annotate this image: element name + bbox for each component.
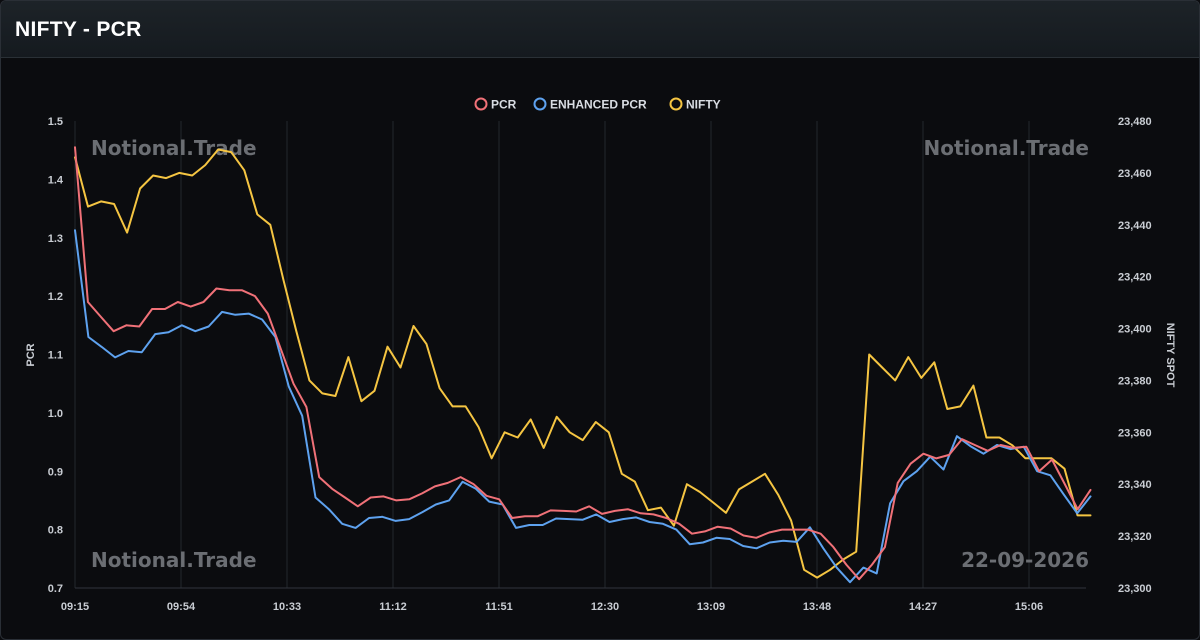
x-tick-label: 13:09 <box>697 601 725 613</box>
y-tick-label: 0.9 <box>48 466 63 478</box>
x-tick-label: 15:06 <box>1015 601 1043 613</box>
watermarks: Notional.Trade Notional.Trade Notional.T… <box>91 136 1089 572</box>
y-tick-label: 1.1 <box>48 350 63 362</box>
y2-tick-label: 23,480 <box>1118 116 1152 128</box>
x-tick-label: 09:54 <box>167 601 196 613</box>
series-line-pcr <box>74 146 1092 581</box>
panel-header: NIFTY - PCR <box>1 1 1199 58</box>
series-line-nifty <box>74 148 1092 579</box>
series <box>74 146 1092 584</box>
page-title: NIFTY - PCR <box>15 18 142 41</box>
y2-tick-label: 23,360 <box>1118 427 1152 439</box>
grid <box>74 121 1086 589</box>
watermark-bottom-left: Notional.Trade <box>91 548 257 572</box>
y2-tick-label: 23,300 <box>1118 583 1152 595</box>
y2-tick-label: 23,340 <box>1118 479 1152 491</box>
y-tick-label: 1.2 <box>48 291 63 303</box>
legend-marker <box>474 97 488 111</box>
y2-axis-title: NIFTY SPOT <box>1164 323 1176 388</box>
y-axis-title: PCR <box>25 343 37 366</box>
y-tick-label: 0.8 <box>48 525 63 537</box>
watermark-top-left: Notional.Trade <box>91 136 257 160</box>
x-tick-label: 11:51 <box>485 601 513 613</box>
y-tick-label: 1.0 <box>48 408 63 420</box>
legend-marker <box>533 97 547 111</box>
y-tick-label: 1.4 <box>48 174 64 186</box>
y-tick-label: 0.7 <box>48 583 63 595</box>
series-line-enhanced-pcr <box>74 229 1092 584</box>
y2-tick-label: 23,320 <box>1118 531 1152 543</box>
legend-label: NIFTY <box>686 98 721 112</box>
y2-tick-label: 23,380 <box>1118 375 1152 387</box>
legend-item-nifty[interactable]: NIFTY <box>669 97 721 112</box>
x-tick-label: 11:12 <box>379 601 407 613</box>
y2-tick-label: 23,440 <box>1118 220 1152 232</box>
x-tick-label: 09:15 <box>61 601 89 613</box>
watermark-date: 22-09-2026 <box>961 548 1089 572</box>
y-tick-label: 1.5 <box>48 116 63 128</box>
legend-label: PCR <box>491 98 517 112</box>
y2-tick-label: 23,460 <box>1118 168 1152 180</box>
x-tick-label: 10:33 <box>273 601 301 613</box>
watermark-top-right: Notional.Trade <box>923 136 1089 160</box>
x-tick-label: 13:48 <box>803 601 831 613</box>
legend[interactable]: PCR ENHANCED PCR NIFTY <box>474 97 721 112</box>
y2-tick-label: 23,400 <box>1118 324 1152 336</box>
legend-item-pcr[interactable]: PCR <box>474 97 517 112</box>
x-tick-label: 14:27 <box>909 601 937 613</box>
legend-label: ENHANCED PCR <box>550 98 647 112</box>
y2-tick-label: 23,420 <box>1118 272 1152 284</box>
legend-marker <box>669 97 683 111</box>
y-tick-label: 1.3 <box>48 233 63 245</box>
legend-item-enhanced-pcr[interactable]: ENHANCED PCR <box>533 97 648 112</box>
axes: PCR NIFTY SPOT 09:15 09:54 10:33 11:12 11:51… <box>25 116 1176 613</box>
x-tick-label: 12:30 <box>591 601 619 613</box>
